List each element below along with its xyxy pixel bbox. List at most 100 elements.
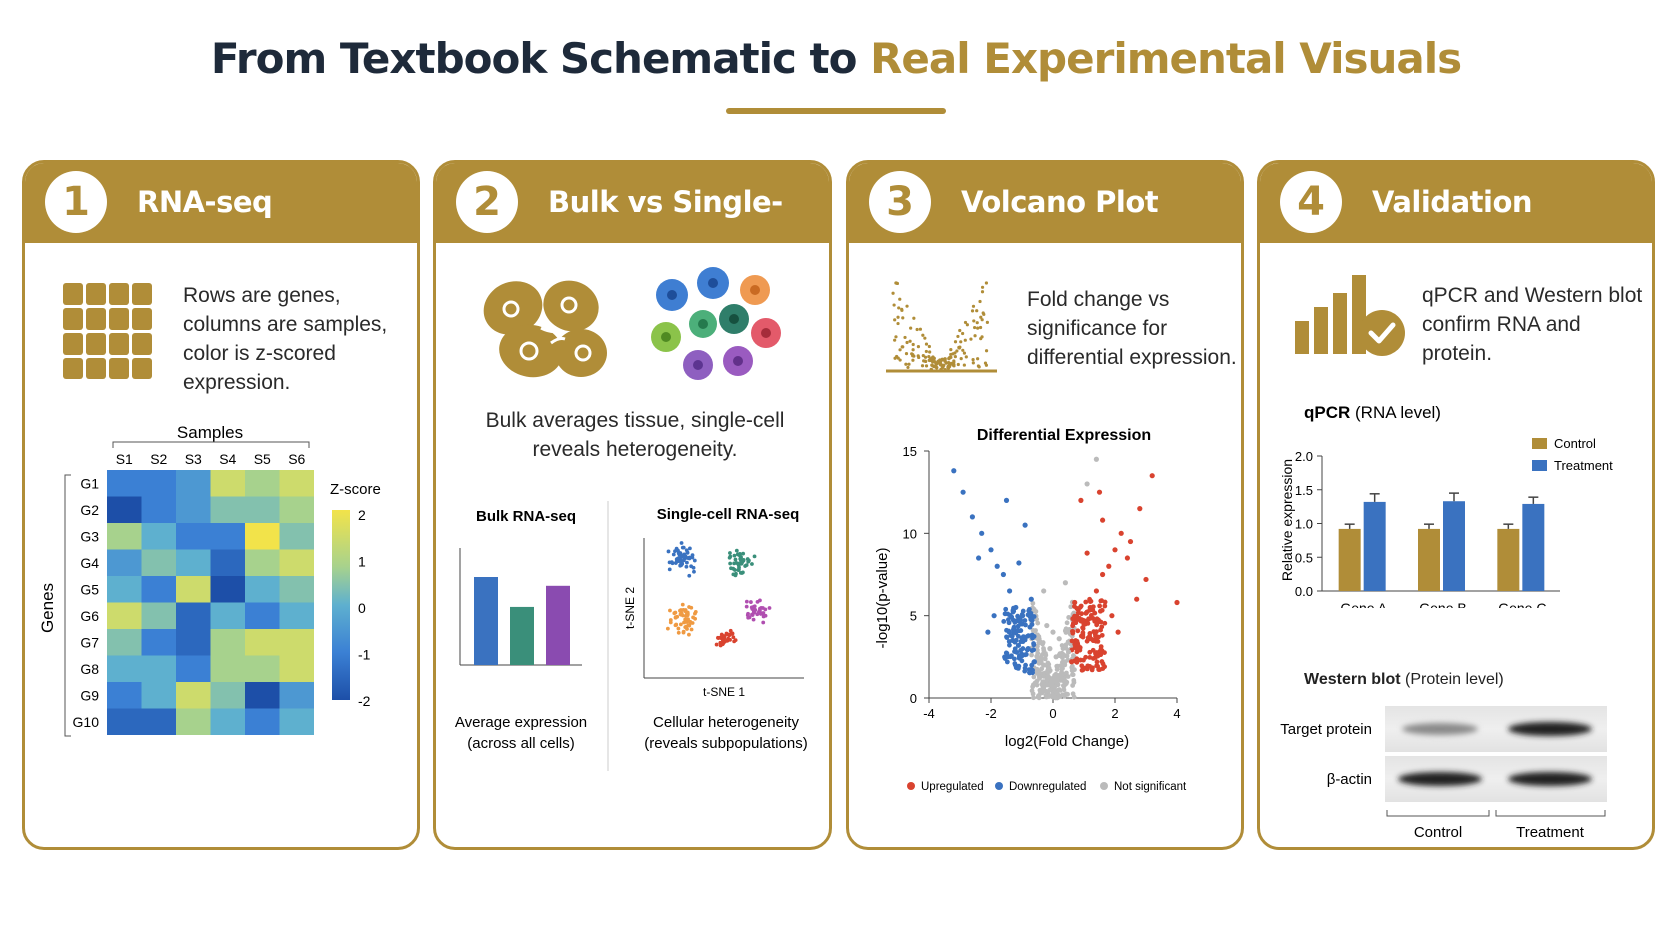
volcano-point [1044, 682, 1050, 688]
heatmap-cell [107, 576, 142, 603]
volcano-point [1080, 626, 1086, 631]
volcano-point [1008, 633, 1014, 638]
legend-marker [1532, 438, 1547, 449]
legend-label: Downregulated [1009, 781, 1086, 793]
volcano-point [1102, 620, 1108, 626]
sc-point [683, 625, 688, 629]
legend-label: Not significant [1114, 781, 1187, 793]
volcano-point [1100, 571, 1106, 578]
volcano-point [1053, 654, 1059, 660]
volcano-point [1065, 674, 1071, 679]
qpcr-bar [1443, 501, 1465, 591]
heatmap-cell [245, 549, 280, 576]
sc-point [676, 556, 681, 561]
heatmap-cell [245, 523, 280, 550]
panel-number: 3 [869, 171, 931, 233]
volcano-icon-dot [952, 360, 956, 364]
volcano-point [1062, 678, 1068, 685]
volcano-point [1022, 668, 1028, 674]
panel-number: 2 [456, 171, 518, 233]
volcano-point [1022, 522, 1028, 528]
qpcr-ytick: 1.5 [1295, 483, 1313, 498]
volcano-icon-dot [973, 325, 977, 330]
volcano-icon-dot [963, 320, 968, 325]
sc-point [749, 605, 754, 610]
volcano-point [1007, 588, 1013, 594]
sc-point [680, 602, 685, 607]
volcano-point [1041, 662, 1047, 668]
volcano-point [1034, 670, 1041, 676]
volcano-point [1027, 606, 1032, 612]
volcano-point [1096, 667, 1102, 672]
heatmap-cell [176, 629, 211, 656]
volcano-icon-dot [980, 290, 985, 294]
volcano-point [1087, 649, 1093, 655]
heatmap-cell [141, 708, 176, 735]
volcano-icon-dot [904, 362, 908, 366]
sc-point [740, 571, 744, 575]
sc-point [678, 622, 683, 627]
heatmap-cell [210, 655, 245, 682]
sc-point [752, 604, 757, 609]
panel-header: 3 Volcano Plot [849, 163, 1241, 243]
volcano-point [1031, 659, 1037, 665]
sc-point [759, 605, 764, 610]
volcano-point [1064, 620, 1070, 626]
volcano-point [960, 489, 966, 495]
volcano-icon-dot [907, 362, 911, 366]
volcano-point [1043, 652, 1049, 658]
sc-point [687, 632, 691, 637]
volcano-icon-dot [898, 297, 902, 301]
volcano-point [1149, 473, 1155, 479]
qpcr-category: Gene A [1340, 600, 1387, 608]
volcano-icon-dot [958, 328, 962, 333]
heatmap-cell [210, 496, 245, 523]
volcano-icon-dot [961, 331, 965, 336]
volcano-point [1137, 506, 1143, 512]
volcano-point [1029, 662, 1035, 668]
volcano-point [1025, 646, 1031, 652]
volcano-point [1032, 608, 1038, 614]
sc-title: Single-cell RNA-seq [657, 506, 800, 523]
sc-point [683, 609, 688, 614]
qpcr-bar [1338, 528, 1361, 591]
volcano-icon-dot [904, 352, 909, 356]
volcano-point [1045, 667, 1051, 673]
volcano-point [1098, 627, 1103, 633]
volcano-xtick: 4 [1173, 706, 1180, 721]
volcano-point [1094, 663, 1100, 669]
sc-point [672, 611, 677, 616]
heatmap-cell [279, 576, 314, 603]
volcano-icon-dot [930, 363, 934, 367]
colorbar-tick: 0 [358, 600, 366, 616]
heatmap-cell [279, 549, 314, 576]
heatmap-sample-label: S6 [288, 451, 305, 467]
volcano-point [1072, 613, 1077, 619]
volcano-xtick: 0 [1049, 706, 1056, 721]
volcano-point [1035, 636, 1040, 642]
volcano-icon-dot [979, 337, 983, 341]
sc-point [684, 564, 689, 569]
heatmap-cell [107, 655, 142, 682]
bulk-title: Bulk RNA-seq [476, 508, 576, 525]
volcano-point [1012, 646, 1018, 652]
volcano-icon-dot [930, 359, 935, 364]
heatmap-cell [245, 682, 280, 709]
volcano-point [1124, 555, 1130, 561]
volcano-point [1042, 656, 1048, 662]
heatmap-cell [107, 629, 142, 656]
sc-point [676, 626, 681, 631]
volcano-icon-dot [973, 334, 977, 338]
sc-ylabel: t-SNE 2 [623, 587, 637, 629]
sc-point [693, 609, 698, 614]
volcano-icon-dot [965, 323, 969, 327]
sc-point [668, 608, 672, 613]
volcano-icon-dot [894, 335, 898, 339]
sc-point [676, 630, 681, 635]
volcano-icon-dot [976, 357, 980, 361]
grid-icon [63, 283, 152, 379]
sc-point [741, 558, 746, 562]
heatmap-sample-label: S4 [219, 451, 236, 467]
volcano-point [1015, 623, 1021, 629]
volcano-point [1054, 667, 1060, 672]
